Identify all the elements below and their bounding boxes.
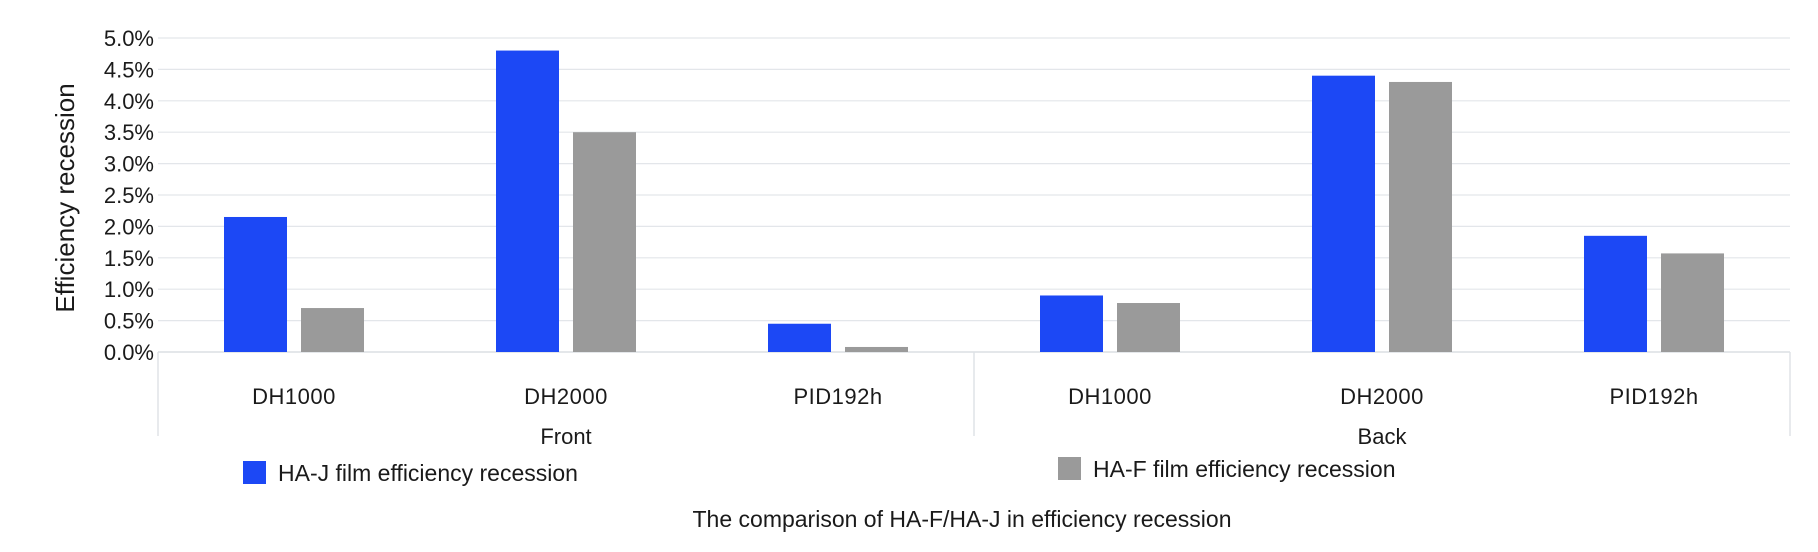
bar-ha-j [496, 50, 559, 353]
y-tick-label: 5.0% [104, 26, 154, 51]
x-axis-categories: DH1000 DH2000 PID192h Front DH1000 DH2000 PID1… [252, 384, 1698, 449]
bar-ha-j [1312, 75, 1375, 353]
bar-ha-f [845, 346, 908, 352]
y-axis-label: Efficiency recession [50, 83, 80, 312]
x-group-label: Back [1358, 424, 1408, 449]
y-axis-ticks: 0.0% 0.5% 1.0% 1.5% 2.0% 2.5% 3.0% 3.5% 4.0% 4.5%… [104, 26, 154, 365]
legend-swatch [1058, 457, 1081, 480]
y-tick-label: 1.0% [104, 277, 154, 302]
bar-ha-j [224, 216, 287, 352]
gridlines [158, 37, 1790, 353]
bar-ha-j [1584, 235, 1647, 352]
bar-ha-f [573, 132, 636, 352]
x-category-label: PID192h [1609, 384, 1698, 409]
legend: HA-J film efficiency recession HA-F film … [243, 456, 1396, 486]
bar-ha-f [301, 308, 364, 352]
bars [224, 50, 1724, 353]
x-category-label: PID192h [793, 384, 882, 409]
x-category-label: DH2000 [524, 384, 608, 409]
y-tick-label: 4.5% [104, 57, 154, 82]
x-group-label: Front [540, 424, 591, 449]
y-tick-label: 1.5% [104, 246, 154, 271]
x-category-label: DH1000 [252, 384, 336, 409]
legend-swatch [243, 461, 266, 484]
bar-ha-f [1117, 303, 1180, 352]
y-tick-label: 0.5% [104, 309, 154, 334]
y-tick-label: 0.0% [104, 340, 154, 365]
legend-label: HA-F film efficiency recession [1093, 456, 1396, 482]
y-tick-label: 2.5% [104, 183, 154, 208]
legend-label: HA-J film efficiency recession [278, 460, 578, 486]
bar-ha-f [1389, 81, 1452, 353]
y-tick-label: 3.5% [104, 120, 154, 145]
bar-ha-f [1661, 253, 1724, 352]
y-tick-label: 3.0% [104, 152, 154, 177]
x-category-label: DH1000 [1068, 384, 1152, 409]
chart-caption: The comparison of HA-F/HA-J in efficienc… [693, 506, 1232, 532]
x-category-label: DH2000 [1340, 384, 1424, 409]
category-axis-frame [157, 351, 1791, 436]
y-tick-label: 4.0% [104, 89, 154, 114]
bar-ha-j [1040, 295, 1103, 352]
y-tick-label: 2.0% [104, 214, 154, 239]
bar-ha-j [768, 323, 831, 352]
